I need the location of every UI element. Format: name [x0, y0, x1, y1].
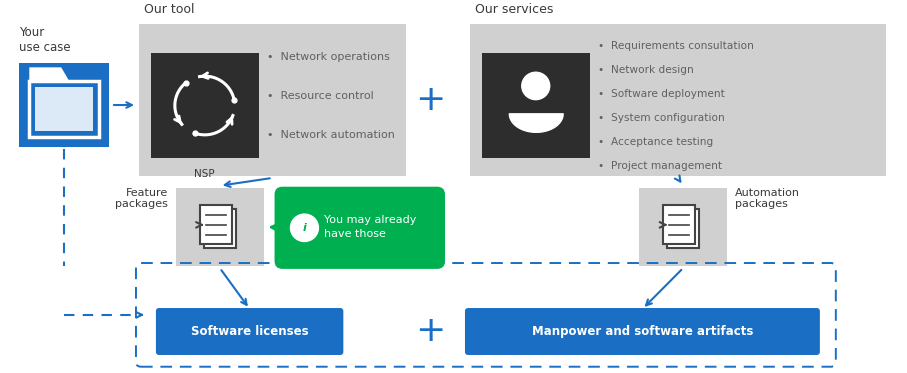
Bar: [139, 24, 406, 176]
Polygon shape: [29, 68, 69, 81]
Bar: [668, 209, 699, 248]
Text: •  Network automation: • Network automation: [267, 130, 395, 140]
Bar: [204, 209, 236, 248]
Text: Automation
packages: Automation packages: [736, 188, 800, 209]
Text: •  Requirements consultation: • Requirements consultation: [598, 41, 754, 51]
Text: Your
use case: Your use case: [19, 26, 71, 54]
Text: •  Acceptance testing: • Acceptance testing: [598, 137, 713, 147]
Text: Feature
packages: Feature packages: [115, 188, 168, 209]
Text: •  Project management: • Project management: [598, 161, 722, 171]
Text: Software licenses: Software licenses: [190, 325, 308, 338]
Bar: [663, 205, 696, 244]
Bar: [482, 53, 590, 158]
FancyBboxPatch shape: [275, 187, 445, 269]
Text: NSP: NSP: [194, 169, 215, 179]
Bar: [19, 63, 109, 147]
Text: •  Network operations: • Network operations: [267, 52, 389, 62]
Text: You may already
have those: You may already have those: [325, 215, 417, 239]
Text: Our tool: Our tool: [144, 3, 194, 16]
Bar: [470, 24, 885, 176]
Bar: [176, 188, 264, 266]
Text: i: i: [303, 223, 307, 233]
FancyBboxPatch shape: [465, 308, 820, 355]
Text: •  Network design: • Network design: [598, 65, 693, 75]
Bar: [639, 188, 727, 266]
Text: •  Resource control: • Resource control: [267, 91, 374, 101]
FancyBboxPatch shape: [156, 308, 344, 355]
Text: +: +: [414, 314, 445, 348]
Circle shape: [522, 72, 550, 100]
Polygon shape: [35, 87, 93, 131]
Bar: [200, 205, 231, 244]
Text: •  Software deployment: • Software deployment: [598, 89, 725, 99]
Text: +: +: [414, 83, 445, 117]
Bar: [151, 53, 258, 158]
Circle shape: [290, 214, 318, 241]
Text: Our services: Our services: [475, 3, 553, 16]
Text: •  System configuration: • System configuration: [598, 113, 725, 123]
Text: Manpower and software artifacts: Manpower and software artifacts: [532, 325, 753, 338]
